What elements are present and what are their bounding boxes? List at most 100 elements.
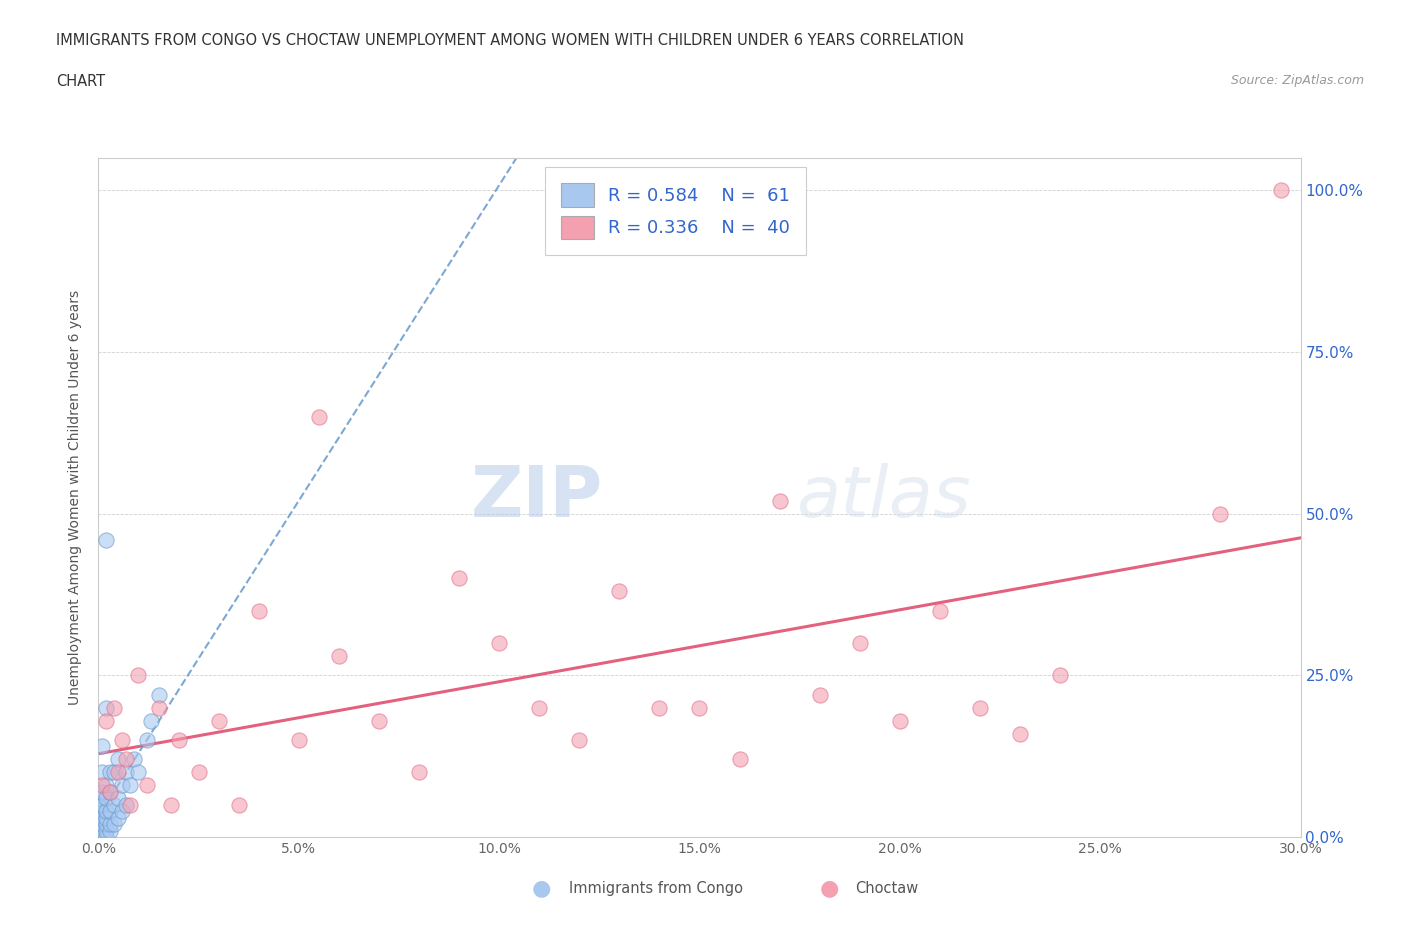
Point <box>96 713 118 728</box>
Point <box>91 830 114 844</box>
Point <box>96 777 118 792</box>
Point <box>87 830 110 844</box>
Point <box>308 409 330 424</box>
Point <box>689 700 711 715</box>
Point <box>139 713 162 728</box>
Point <box>87 830 110 844</box>
Point <box>128 668 150 683</box>
Text: ●: ● <box>531 878 551 898</box>
Point <box>100 804 122 818</box>
Point <box>87 830 110 844</box>
Point <box>103 797 125 812</box>
Point <box>135 777 157 792</box>
Point <box>91 764 114 779</box>
Point <box>609 584 631 599</box>
Point <box>87 790 110 805</box>
Point <box>969 700 991 715</box>
Point <box>1049 668 1071 683</box>
Point <box>91 817 114 831</box>
Text: CHART: CHART <box>56 74 105 89</box>
Point <box>103 764 125 779</box>
Point <box>96 700 118 715</box>
Point <box>288 733 311 748</box>
Point <box>91 777 114 792</box>
Y-axis label: Unemployment Among Women with Children Under 6 years: Unemployment Among Women with Children U… <box>69 290 83 705</box>
Point <box>87 797 110 812</box>
Point <box>91 797 114 812</box>
Point <box>91 784 114 799</box>
Point <box>1270 183 1292 198</box>
Point <box>96 804 118 818</box>
Point <box>91 810 114 825</box>
Text: Source: ZipAtlas.com: Source: ZipAtlas.com <box>1230 74 1364 87</box>
Point <box>91 817 114 831</box>
Point <box>228 797 250 812</box>
Point <box>87 810 110 825</box>
Point <box>96 532 118 547</box>
Point <box>107 752 129 767</box>
Point <box>87 810 110 825</box>
Point <box>91 823 114 838</box>
Point <box>159 797 181 812</box>
Point <box>87 830 110 844</box>
Point <box>96 790 118 805</box>
Point <box>107 810 129 825</box>
Point <box>96 823 118 838</box>
Point <box>100 784 122 799</box>
Point <box>115 797 138 812</box>
Legend: R = 0.584    N =  61, R = 0.336    N =  40: R = 0.584 N = 61, R = 0.336 N = 40 <box>544 167 806 255</box>
Point <box>568 733 591 748</box>
Point <box>728 752 751 767</box>
Point <box>115 752 138 767</box>
Point <box>100 764 122 779</box>
Point <box>100 784 122 799</box>
Point <box>1209 506 1232 521</box>
Point <box>96 810 118 825</box>
Point <box>100 817 122 831</box>
Point <box>107 764 129 779</box>
Point <box>120 777 142 792</box>
Point <box>648 700 671 715</box>
Point <box>247 604 270 618</box>
Point <box>111 777 134 792</box>
Point <box>889 713 911 728</box>
Point <box>103 817 125 831</box>
Point <box>87 823 110 838</box>
Point <box>769 493 792 508</box>
Point <box>115 764 138 779</box>
Point <box>488 635 510 650</box>
Point <box>167 733 190 748</box>
Point <box>1010 726 1032 741</box>
Point <box>87 817 110 831</box>
Point <box>208 713 231 728</box>
Text: Immigrants from Congo: Immigrants from Congo <box>569 881 744 896</box>
Point <box>124 752 146 767</box>
Point <box>368 713 391 728</box>
Point <box>111 733 134 748</box>
Text: ZIP: ZIP <box>471 463 603 532</box>
Point <box>87 817 110 831</box>
Point <box>107 790 129 805</box>
Point <box>103 700 125 715</box>
Point <box>929 604 952 618</box>
Point <box>148 700 170 715</box>
Point <box>328 648 350 663</box>
Point <box>447 571 470 586</box>
Point <box>187 764 209 779</box>
Point <box>148 687 170 702</box>
Point <box>849 635 872 650</box>
Point <box>87 810 110 825</box>
Point <box>100 823 122 838</box>
Point <box>87 817 110 831</box>
Text: IMMIGRANTS FROM CONGO VS CHOCTAW UNEMPLOYMENT AMONG WOMEN WITH CHILDREN UNDER 6 : IMMIGRANTS FROM CONGO VS CHOCTAW UNEMPLO… <box>56 33 965 47</box>
Point <box>87 804 110 818</box>
Point <box>529 700 551 715</box>
Text: ●: ● <box>820 878 839 898</box>
Point <box>128 764 150 779</box>
Point <box>87 823 110 838</box>
Point <box>91 739 114 754</box>
Point <box>87 823 110 838</box>
Point <box>91 823 114 838</box>
Text: atlas: atlas <box>796 463 970 532</box>
Point <box>408 764 430 779</box>
